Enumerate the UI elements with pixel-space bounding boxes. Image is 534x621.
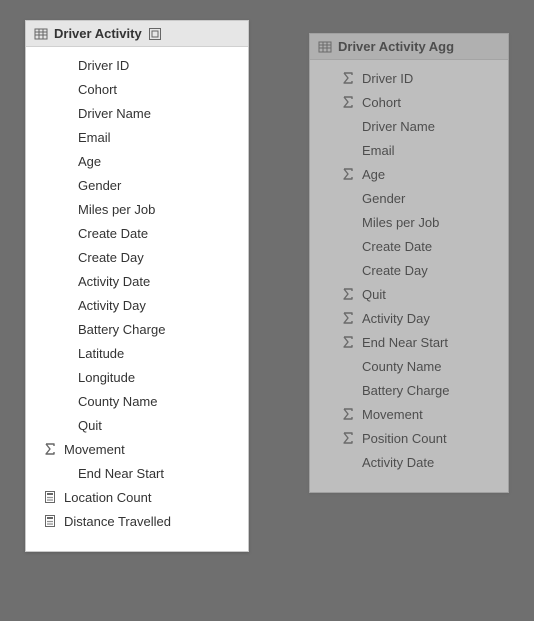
- field-row[interactable]: Location Count: [26, 485, 248, 509]
- field-row[interactable]: Battery Charge: [26, 317, 248, 341]
- field-row[interactable]: Email: [310, 138, 508, 162]
- sigma-icon: [320, 408, 362, 420]
- panel-header[interactable]: Driver Activity Agg: [310, 34, 508, 60]
- field-row[interactable]: Latitude: [26, 341, 248, 365]
- field-label: Email: [78, 130, 240, 145]
- panel-header[interactable]: Driver Activity: [26, 21, 248, 47]
- field-row[interactable]: Miles per Job: [26, 197, 248, 221]
- field-row[interactable]: Create Date: [310, 234, 508, 258]
- field-label: Activity Day: [362, 311, 500, 326]
- field-label: Create Date: [78, 226, 240, 241]
- panel-title: Driver Activity Agg: [338, 39, 454, 54]
- field-row[interactable]: Cohort: [26, 77, 248, 101]
- calculator-icon: [36, 515, 64, 527]
- field-label: End Near Start: [362, 335, 500, 350]
- field-row[interactable]: Driver Name: [26, 101, 248, 125]
- table-icon: [318, 40, 332, 54]
- panel-driver-activity-agg[interactable]: Driver Activity Agg Driver IDCohortDrive…: [309, 33, 509, 493]
- field-list: Driver ID Cohort Driver Name Email Age Gender…: [26, 47, 248, 543]
- field-row[interactable]: Driver ID: [310, 66, 508, 90]
- field-row[interactable]: Movement: [310, 402, 508, 426]
- sigma-icon: [320, 72, 362, 84]
- field-label: Cohort: [362, 95, 500, 110]
- sigma-icon: [320, 312, 362, 324]
- panel-driver-activity[interactable]: Driver Activity Driver ID Cohort Driver Na…: [25, 20, 249, 552]
- field-label: Gender: [78, 178, 240, 193]
- field-label: Movement: [64, 442, 240, 457]
- table-icon: [34, 27, 48, 41]
- field-label: Driver Name: [362, 119, 500, 134]
- field-row[interactable]: Email: [26, 125, 248, 149]
- field-label: Location Count: [64, 490, 240, 505]
- field-row[interactable]: County Name: [310, 354, 508, 378]
- field-label: Email: [362, 143, 500, 158]
- field-label: Latitude: [78, 346, 240, 361]
- field-label: County Name: [362, 359, 500, 374]
- sigma-icon: [320, 96, 362, 108]
- field-row[interactable]: Quit: [310, 282, 508, 306]
- field-row[interactable]: Age: [310, 162, 508, 186]
- field-row[interactable]: Activity Day: [26, 293, 248, 317]
- calculator-icon: [36, 491, 64, 503]
- field-label: Distance Travelled: [64, 514, 240, 529]
- field-row[interactable]: Create Date: [26, 221, 248, 245]
- field-row[interactable]: Create Day: [310, 258, 508, 282]
- field-row[interactable]: Activity Date: [26, 269, 248, 293]
- field-label: End Near Start: [78, 466, 240, 481]
- field-label: Activity Date: [362, 455, 500, 470]
- field-row[interactable]: Age: [26, 149, 248, 173]
- field-row[interactable]: Driver Name: [310, 114, 508, 138]
- field-label: Battery Charge: [362, 383, 500, 398]
- field-label: Age: [362, 167, 500, 182]
- field-label: Miles per Job: [78, 202, 240, 217]
- field-row[interactable]: Longitude: [26, 365, 248, 389]
- field-row[interactable]: Distance Travelled: [26, 509, 248, 533]
- field-label: Cohort: [78, 82, 240, 97]
- sigma-icon: [320, 168, 362, 180]
- field-label: Create Day: [78, 250, 240, 265]
- field-row[interactable]: End Near Start: [310, 330, 508, 354]
- field-row[interactable]: Movement: [26, 437, 248, 461]
- field-row[interactable]: Create Day: [26, 245, 248, 269]
- field-row[interactable]: County Name: [26, 389, 248, 413]
- field-row[interactable]: Activity Date: [310, 450, 508, 474]
- field-label: Position Count: [362, 431, 500, 446]
- field-label: Quit: [78, 418, 240, 433]
- field-row[interactable]: Gender: [26, 173, 248, 197]
- field-row[interactable]: Gender: [310, 186, 508, 210]
- sigma-icon: [320, 288, 362, 300]
- field-label: Driver ID: [78, 58, 240, 73]
- field-label: Create Date: [362, 239, 500, 254]
- field-row[interactable]: Driver ID: [26, 53, 248, 77]
- field-label: County Name: [78, 394, 240, 409]
- field-label: Movement: [362, 407, 500, 422]
- field-label: Driver Name: [78, 106, 240, 121]
- field-row[interactable]: Activity Day: [310, 306, 508, 330]
- field-row[interactable]: Position Count: [310, 426, 508, 450]
- field-list: Driver ID Cohort Driver Name Email Age Gender…: [310, 60, 508, 484]
- field-label: Activity Day: [78, 298, 240, 313]
- panel-title: Driver Activity: [54, 26, 142, 41]
- field-label: Miles per Job: [362, 215, 500, 230]
- field-row[interactable]: End Near Start: [26, 461, 248, 485]
- linked-table-icon: [148, 27, 162, 41]
- field-label: Gender: [362, 191, 500, 206]
- field-label: Longitude: [78, 370, 240, 385]
- sigma-icon: [36, 443, 64, 455]
- sigma-icon: [320, 432, 362, 444]
- field-label: Create Day: [362, 263, 500, 278]
- field-label: Driver ID: [362, 71, 500, 86]
- field-label: Age: [78, 154, 240, 169]
- field-label: Activity Date: [78, 274, 240, 289]
- field-row[interactable]: Quit: [26, 413, 248, 437]
- sigma-icon: [320, 336, 362, 348]
- field-label: Quit: [362, 287, 500, 302]
- field-label: Battery Charge: [78, 322, 240, 337]
- field-row[interactable]: Battery Charge: [310, 378, 508, 402]
- field-row[interactable]: Miles per Job: [310, 210, 508, 234]
- field-row[interactable]: Cohort: [310, 90, 508, 114]
